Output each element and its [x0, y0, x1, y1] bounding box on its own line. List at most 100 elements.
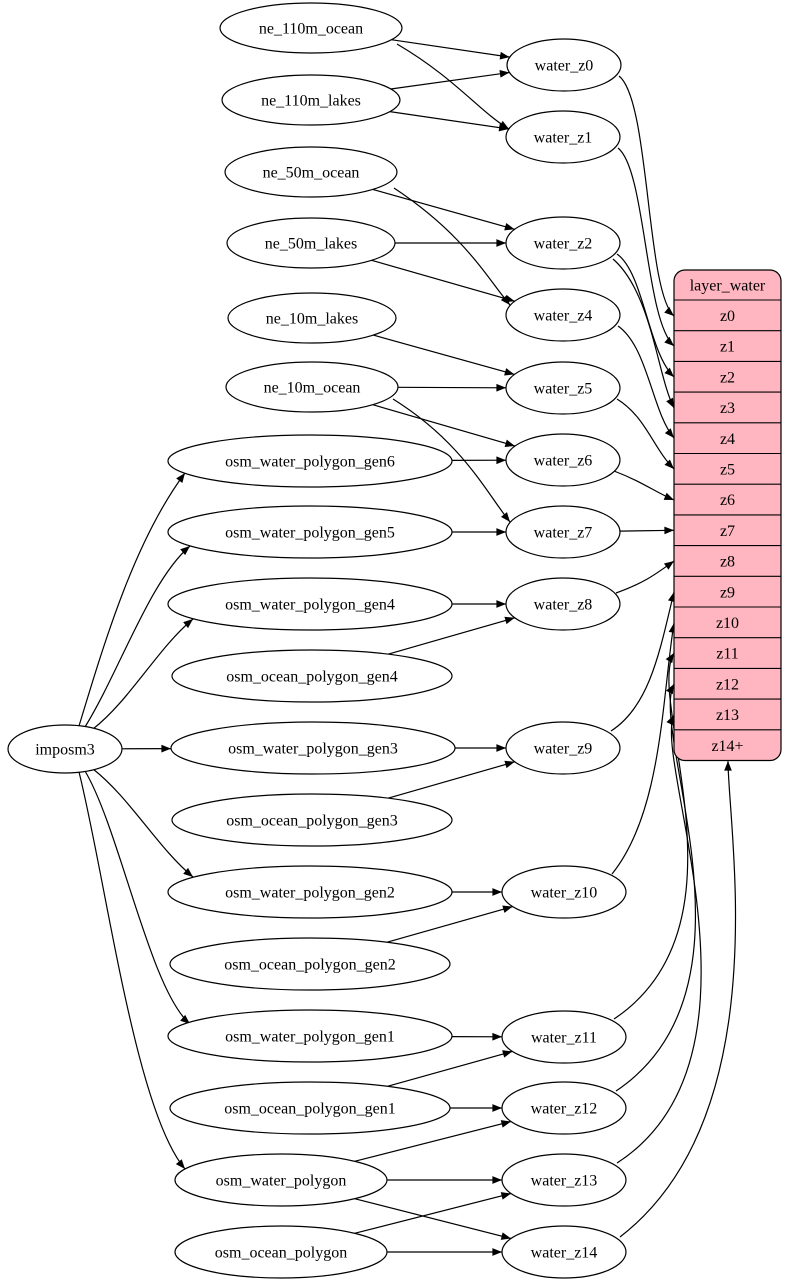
node-shape-water_z8 [505, 577, 621, 631]
node-shape-osm_ocean_polygon [174, 1225, 388, 1279]
node-osm_water_polygon_gen4: osm_water_polygon_gen4 [167, 577, 453, 631]
node-label-ne_10m_lakes: ne_10m_lakes [266, 311, 358, 328]
node-ne_110m_lakes: ne_110m_lakes [221, 74, 401, 126]
edge-imposm3-to-osm_water_polygon_gen1 [84, 770, 191, 1025]
edge-water_z7-to-layer_water.z7 [619, 526, 675, 535]
node-label-water_z14: water_z14 [531, 1245, 598, 1262]
node-shape-water_z4 [505, 288, 621, 342]
edge-water_z11-to-layer_water.z11 [613, 652, 689, 1020]
node-shape-water_z0 [506, 38, 622, 92]
node-ne_10m_ocean: ne_10m_ocean [225, 361, 399, 413]
node-label-osm_ocean_polygon_gen2: osm_ocean_polygon_gen2 [224, 957, 396, 974]
table-row-z5: z5 [720, 461, 735, 478]
edge-ne_110m_ocean-to-water_z0 [391, 39, 510, 60]
node-water_z7: water_z7 [505, 505, 621, 559]
table-row-z7: z7 [720, 523, 735, 540]
edge-osm_ocean_polygon-to-water_z13 [354, 1192, 512, 1234]
edge-water_z6-to-layer_water.z6 [613, 470, 675, 501]
node-osm_water_polygon_gen2: osm_water_polygon_gen2 [167, 865, 453, 919]
node-label-water_z11: water_z11 [531, 1030, 597, 1047]
table-row-z0: z0 [720, 308, 735, 325]
table-row-z12: z12 [716, 676, 739, 693]
node-label-ne_110m_lakes: ne_110m_lakes [261, 93, 361, 110]
node-label-imposm3: imposm3 [35, 742, 95, 759]
edge-ne_10m_ocean-to-water_z7 [392, 398, 511, 523]
node-shape-water_z6 [505, 433, 621, 487]
table-row-z10: z10 [716, 615, 739, 632]
node-label-osm_water_polygon_gen6: osm_water_polygon_gen6 [225, 454, 395, 471]
edge-ne_110m_ocean-to-water_z1 [396, 43, 510, 130]
node-label-ne_50m_ocean: ne_50m_ocean [263, 165, 360, 182]
node-water_z6: water_z6 [505, 433, 621, 487]
node-label-water_z10: water_z10 [531, 885, 598, 902]
edge-water_z2-to-layer_water.z2 [616, 253, 675, 378]
node-label-water_z5: water_z5 [534, 381, 593, 398]
node-label-water_z7: water_z7 [534, 525, 593, 542]
node-label-water_z6: water_z6 [534, 453, 593, 470]
edge-osm_water_polygon-to-water_z12 [354, 1120, 512, 1162]
node-water_z12: water_z12 [501, 1081, 627, 1135]
table-title: layer_water [690, 278, 766, 295]
node-water_z4: water_z4 [505, 288, 621, 342]
node-water_z11: water_z11 [501, 1010, 627, 1064]
node-shape-osm_water_polygon_gen4 [167, 577, 453, 631]
table-row-z13: z13 [716, 707, 739, 724]
node-osm_water_polygon_gen6: osm_water_polygon_gen6 [167, 434, 453, 488]
node-label-ne_10m_ocean: ne_10m_ocean [264, 380, 361, 397]
node-water_z2: water_z2 [505, 216, 621, 270]
node-shape-water_z5 [505, 361, 621, 415]
node-label-water_z8: water_z8 [534, 597, 593, 614]
table-row-z11: z11 [716, 646, 739, 663]
node-shape-osm_water_polygon_gen6 [167, 434, 453, 488]
edge-ne_50m_lakes-to-water_z4 [371, 259, 515, 303]
node-water_z0: water_z0 [506, 38, 622, 92]
table-row-z1: z1 [720, 339, 735, 356]
edge-ne_10m_ocean-to-water_z5 [397, 383, 507, 392]
edge-water_z12-to-layer_water.z12 [615, 683, 697, 1092]
edge-ne_50m_ocean-to-water_z2 [372, 188, 515, 231]
node-shape-imposm3 [7, 724, 123, 774]
node-water_z9: water_z9 [505, 721, 621, 775]
table-row-z9: z9 [720, 584, 735, 601]
node-shape-osm_ocean_polygon_gen2 [169, 937, 451, 991]
edge-ne_10m_ocean-to-water_z6 [372, 404, 516, 448]
node-shape-osm_water_polygon_gen2 [167, 865, 453, 919]
node-water_z5: water_z5 [505, 361, 621, 415]
node-shape-osm_water_polygon [174, 1153, 388, 1207]
edges-layer [78, 39, 737, 1256]
node-shape-water_z2 [505, 216, 621, 270]
edge-imposm3-to-osm_water_polygon_gen5 [84, 545, 191, 728]
node-ne_50m_lakes: ne_50m_lakes [226, 217, 396, 269]
node-ne_50m_ocean: ne_50m_ocean [224, 146, 398, 198]
node-water_z8: water_z8 [505, 577, 621, 631]
node-shape-water_z1 [505, 110, 621, 164]
edge-water_z9-to-layer_water.z9 [610, 591, 676, 732]
node-label-osm_water_polygon_gen4: osm_water_polygon_gen4 [225, 597, 395, 614]
node-osm_ocean_polygon_gen4: osm_ocean_polygon_gen4 [171, 649, 453, 703]
node-osm_ocean_polygon_gen1: osm_ocean_polygon_gen1 [169, 1081, 451, 1135]
nodes-layer: ne_110m_ocean ne_110m_lakes ne_50m_oceanne… [7, 2, 627, 1279]
edge-water_z14-to-layer_water.z14+ [619, 760, 737, 1238]
edge-osm_ocean_polygon_gen2-to-water_z10 [386, 905, 513, 943]
node-shape-osm_ocean_polygon_gen4 [171, 649, 453, 703]
edge-osm_ocean_polygon_gen3-to-water_z9 [387, 760, 515, 799]
node-shape-ne_10m_ocean [225, 361, 399, 413]
node-osm_ocean_polygon_gen2: osm_ocean_polygon_gen2 [169, 937, 451, 991]
node-shape-ne_50m_ocean [224, 146, 398, 198]
node-label-water_z9: water_z9 [534, 741, 593, 758]
node-label-osm_water_polygon_gen1: osm_water_polygon_gen1 [225, 1029, 395, 1046]
node-osm_ocean_polygon: osm_ocean_polygon [174, 1225, 388, 1279]
edge-water_z5-to-layer_water.z5 [616, 398, 675, 470]
edge-water_z8-to-layer_water.z8 [615, 560, 675, 594]
node-label-osm_water_polygon_gen3: osm_water_polygon_gen3 [228, 741, 398, 758]
table-row-z3: z3 [720, 400, 735, 417]
node-osm_water_polygon: osm_water_polygon [174, 1153, 388, 1207]
node-label-water_z4: water_z4 [534, 308, 593, 325]
node-osm_water_polygon_gen1: osm_water_polygon_gen1 [167, 1009, 453, 1063]
node-label-osm_ocean_polygon: osm_ocean_polygon [215, 1245, 347, 1262]
node-label-osm_water_polygon_gen2: osm_water_polygon_gen2 [225, 885, 395, 902]
edge-ne_10m_lakes-to-water_z5 [373, 334, 515, 376]
table-layer_water: layer_water z0 z1 z2 z3 z4 z5 z6 z7 z8 z9 z10 z11 z12… [673, 269, 782, 762]
node-shape-ne_110m_ocean [219, 2, 403, 54]
node-shape-water_z7 [505, 505, 621, 559]
